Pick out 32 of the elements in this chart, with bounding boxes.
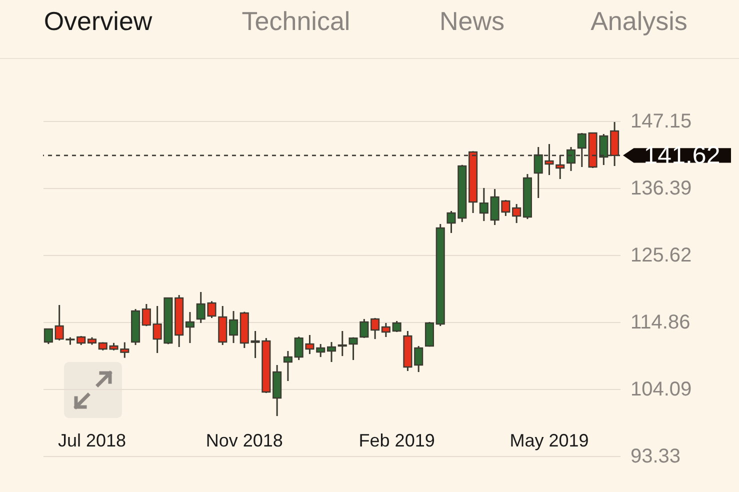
y-tick-label: 114.86: [630, 311, 690, 334]
candlestick: [229, 310, 238, 344]
ref-line-label: 141.62: [644, 141, 720, 170]
candlestick: [512, 203, 522, 224]
y-tick-label: 125.62: [630, 244, 692, 267]
text: Overview: [44, 6, 152, 37]
candlestick: [414, 345, 424, 373]
y-tick-label: 136.39: [630, 177, 692, 200]
y-tick-label: 104.09: [630, 378, 692, 401]
x-tick-label: May 2019: [510, 430, 589, 450]
text: Analysis: [590, 6, 688, 37]
candlestick: [348, 336, 358, 361]
candlestick: [370, 317, 380, 340]
candlestick: [479, 187, 488, 222]
candlestick: [283, 350, 292, 382]
x-tick-label: Nov 2018: [206, 430, 283, 450]
candlestick: [316, 343, 326, 358]
x-tick-label: Jul 2018: [58, 430, 126, 450]
candlestick: [44, 328, 53, 345]
candlestick: [142, 303, 151, 327]
y-tick-label: 147.15: [630, 110, 692, 132]
candlestick: [381, 322, 390, 338]
candlestick: [326, 341, 336, 363]
candlestick: [424, 321, 434, 348]
text: News: [439, 6, 505, 37]
candlestick: [392, 320, 402, 333]
candlestick: [360, 318, 369, 339]
candlestick: [185, 311, 194, 344]
text: Technical: [242, 6, 350, 37]
x-tick-label: Feb 2019: [358, 430, 435, 450]
candlestick: [338, 330, 347, 357]
y-tick-label: 93.33: [630, 446, 681, 468]
